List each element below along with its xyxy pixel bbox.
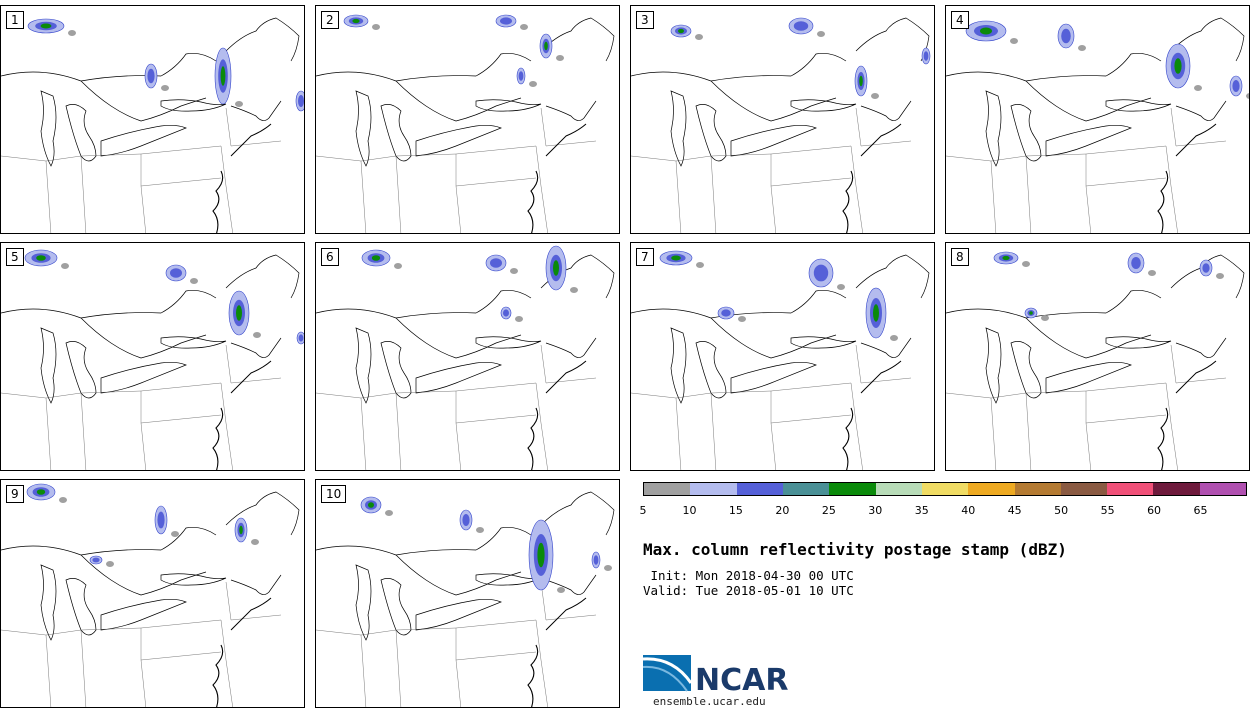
colorbar-tick-label: 50 xyxy=(1054,504,1069,517)
reflectivity-echoes xyxy=(343,14,564,87)
member-label: 10 xyxy=(321,485,347,503)
colorbar-segment xyxy=(1014,483,1061,495)
member-panel-6: 6 xyxy=(315,242,620,471)
colorbar-segment xyxy=(1060,483,1108,495)
ncar-logo: NCAR xyxy=(643,655,788,695)
colorbar-tick-label: 35 xyxy=(914,504,929,517)
colorbar-segment xyxy=(1199,483,1247,495)
colorbar-tick-label: 40 xyxy=(961,504,976,517)
colorbar-tick-label: 60 xyxy=(1147,504,1162,517)
colorbar-tick-label: 25 xyxy=(821,504,836,517)
reflectivity-echoes xyxy=(965,20,1249,99)
member-panel-5: 5 xyxy=(0,242,305,471)
reflectivity-echoes xyxy=(360,496,612,593)
member-panel-8: 8 xyxy=(945,242,1250,471)
colorbar-segment xyxy=(644,483,691,495)
colorbar-segment xyxy=(736,483,783,495)
member-panel-3: 3 xyxy=(630,5,935,234)
reflectivity-echoes xyxy=(24,249,304,345)
colorbar-ticks: 5 10 15 20 25 30 35 40 45 50 55 60 65 xyxy=(639,504,1247,518)
reflectivity-echoes xyxy=(27,18,304,112)
member-panel-4: 4 xyxy=(945,5,1250,234)
reflectivity-echoes xyxy=(670,17,931,99)
reflectivity-echoes xyxy=(993,251,1224,321)
init-time: Init: Mon 2018-04-30 00 UTC xyxy=(643,568,854,583)
member-panel-9: 9 xyxy=(0,479,305,708)
member-label: 3 xyxy=(636,11,654,29)
colorbar-tick-label: 65 xyxy=(1193,504,1208,517)
colorbar-segment xyxy=(1107,483,1154,495)
member-label: 5 xyxy=(6,248,24,266)
member-map xyxy=(946,251,1245,470)
colorbar-tick-label: 5 xyxy=(639,504,647,517)
valid-time: Valid: Tue 2018-05-01 10 UTC xyxy=(643,583,854,598)
member-map xyxy=(316,491,615,707)
ncar-logo-text: NCAR xyxy=(695,663,788,695)
member-panel-7: 7 xyxy=(630,242,935,471)
figure-title: Max. column reflectivity postage stamp (… xyxy=(643,540,1067,559)
member-panel-2: 2 xyxy=(315,5,620,234)
member-map xyxy=(316,245,615,470)
member-map xyxy=(1,249,304,470)
member-label: 9 xyxy=(6,485,24,503)
colorbar-segment xyxy=(782,483,830,495)
colorbar-segment xyxy=(875,483,922,495)
member-map xyxy=(631,250,930,470)
member-panel-10: 10 xyxy=(315,479,620,708)
colorbar-tick-label: 10 xyxy=(682,504,697,517)
colorbar-tick-label: 45 xyxy=(1007,504,1022,517)
member-panel-1: 1 xyxy=(0,5,305,234)
member-label: 4 xyxy=(951,11,969,29)
reflectivity-echoes xyxy=(361,245,578,322)
reflectivity-colorbar xyxy=(643,482,1247,496)
member-map xyxy=(946,17,1249,233)
reflectivity-echoes xyxy=(659,250,898,341)
colorbar-tick-label: 30 xyxy=(868,504,883,517)
member-map xyxy=(631,17,931,233)
colorbar-segment xyxy=(1153,483,1200,495)
colorbar-segment xyxy=(829,483,876,495)
colorbar-segment xyxy=(968,483,1015,495)
colorbar-tick-label: 55 xyxy=(1100,504,1115,517)
member-label: 7 xyxy=(636,248,654,266)
colorbar-segment xyxy=(690,483,737,495)
member-map xyxy=(1,483,300,707)
logo-url: ensemble.ucar.edu xyxy=(653,695,766,708)
colorbar-tick-label: 20 xyxy=(775,504,790,517)
member-map xyxy=(316,14,615,233)
member-map xyxy=(1,17,304,233)
member-label: 1 xyxy=(6,11,24,29)
member-label: 8 xyxy=(951,248,969,266)
member-label: 2 xyxy=(321,11,339,29)
member-label: 6 xyxy=(321,248,339,266)
colorbar-segment xyxy=(921,483,969,495)
colorbar-tick-label: 15 xyxy=(728,504,743,517)
reflectivity-echoes xyxy=(26,483,259,567)
